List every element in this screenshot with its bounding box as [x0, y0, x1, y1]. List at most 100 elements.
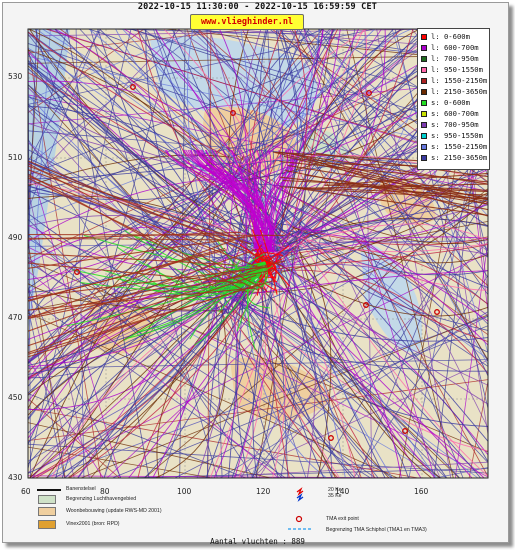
flight-track — [237, 29, 413, 168]
flight-track — [28, 248, 265, 379]
x-tick-label: 80 — [100, 487, 110, 496]
legend-swatch — [421, 99, 427, 106]
flight-track — [282, 179, 488, 191]
flight-track — [122, 29, 241, 174]
flight-track — [75, 29, 85, 478]
flight-track — [226, 311, 340, 478]
legend-swatch — [421, 154, 427, 161]
legend-item: s: 600-700m — [421, 108, 479, 119]
flight-track — [28, 177, 228, 445]
flight-track — [277, 269, 488, 374]
tma-exit-points — [74, 84, 440, 441]
flight-track — [185, 149, 273, 253]
flight-track — [236, 261, 266, 332]
legend-swatch — [421, 33, 427, 40]
flight-track — [225, 162, 488, 346]
flight-track — [244, 309, 327, 478]
flight-track — [28, 307, 65, 478]
legend-item: l: 1550-2150m — [421, 75, 487, 86]
legend-item: l: 0-600m — [421, 31, 470, 42]
flight-track — [196, 167, 248, 478]
flight-track — [28, 160, 284, 268]
flight-track — [251, 183, 488, 258]
tma-boundary-label: Begrenzing TMA Schiphol (TMA1 en TMA3) — [326, 527, 427, 533]
housing-label: Woonbebouwing (update RWS-MD 2001) — [66, 508, 162, 514]
flight-track — [257, 249, 286, 478]
flight-track — [303, 238, 488, 331]
legend-label: s: 2150-3650m — [431, 153, 488, 162]
flight-track — [28, 175, 262, 269]
x-tick-label: 120 — [256, 487, 271, 496]
flight-track — [255, 149, 272, 253]
legend-label: s: 700-950m — [431, 120, 479, 129]
flight-track — [28, 231, 242, 240]
legend-item: s: 2150-3650m — [421, 152, 487, 163]
flight-track — [183, 149, 267, 253]
flight-track — [283, 155, 488, 205]
legend-swatch — [421, 66, 427, 73]
brand-link[interactable]: www.vlieghinder.nl — [190, 14, 304, 30]
y-tick-label: 490 — [8, 233, 23, 242]
legend-label: s: 1550-2150m — [431, 142, 488, 151]
flight-track — [303, 29, 488, 362]
legend-item: s: 0-600m — [421, 97, 470, 108]
flight-track — [28, 29, 480, 293]
flight-track — [106, 121, 488, 478]
flight-track — [156, 308, 224, 478]
x-tick-label: 160 — [414, 487, 429, 496]
flight-track — [155, 304, 227, 478]
flight-track — [233, 29, 441, 478]
legend-label: s: 600-700m — [431, 109, 479, 118]
flight-track — [297, 29, 368, 242]
ke20-label: 20 Ke — [328, 487, 342, 493]
flight-track — [205, 250, 290, 478]
flight-track — [28, 180, 235, 439]
tma-exit-label: TMA exit point — [326, 516, 359, 522]
legend-label: s: 0-600m — [431, 98, 470, 107]
y-tick-label: 530 — [8, 72, 23, 81]
y-tick-label: 510 — [8, 153, 23, 162]
flight-track — [28, 235, 245, 320]
flight-track — [28, 270, 259, 474]
legend-label: l: 0-600m — [431, 32, 470, 41]
flight-track — [346, 29, 454, 478]
flight-track — [257, 223, 488, 260]
flight-track — [251, 151, 488, 478]
flight-track — [297, 29, 488, 295]
flight-track — [28, 261, 371, 478]
grid-lines — [28, 29, 488, 478]
flight-track — [394, 29, 488, 409]
flight-track — [28, 270, 279, 478]
flight-track — [292, 29, 402, 237]
flight-track — [295, 250, 316, 478]
flight-track — [297, 183, 488, 189]
flight-track — [236, 301, 488, 342]
flight-track — [28, 269, 275, 319]
legend-label: s: 950-1550m — [431, 131, 483, 140]
housing-swatch — [38, 507, 56, 516]
flight-track — [28, 234, 259, 269]
flight-track — [247, 261, 271, 309]
flight-track — [218, 29, 249, 312]
legend-swatch — [421, 132, 427, 139]
legend-label: l: 1550-2150m — [431, 76, 488, 85]
legend-item: s: 1550-2150m — [421, 141, 487, 152]
flight-track — [28, 54, 488, 64]
legend-swatch — [421, 55, 427, 62]
legend-swatch — [421, 44, 427, 51]
flight-track — [250, 29, 448, 478]
legend-item: l: 600-700m — [421, 42, 479, 53]
ke35-label: 35 Ke — [328, 493, 342, 499]
flight-track — [28, 161, 235, 293]
flight-track — [286, 239, 488, 291]
vinex-label: Vinex2001 (bron: RPD) — [66, 521, 120, 527]
flight-track — [272, 248, 488, 305]
flight-track — [220, 270, 488, 299]
flight-track — [28, 249, 227, 302]
flight-track — [28, 422, 271, 478]
flight-track — [233, 292, 488, 452]
flight-track — [294, 227, 488, 246]
flight-track — [235, 29, 335, 178]
y-tick-label: 470 — [8, 313, 23, 322]
flight-track — [242, 295, 488, 427]
